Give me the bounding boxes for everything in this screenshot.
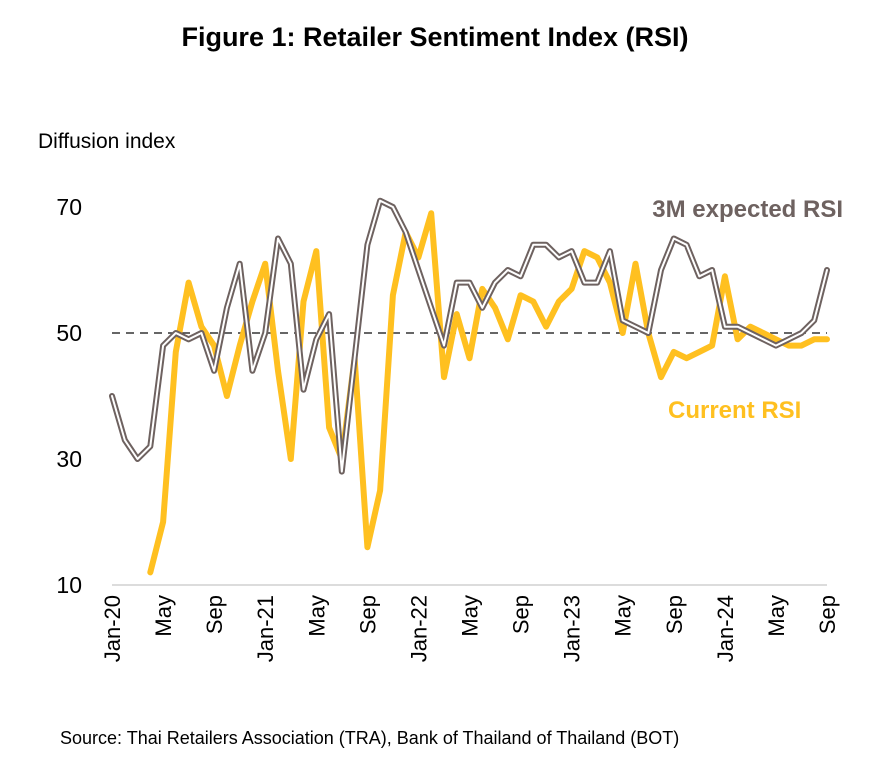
x-tick-label: Sep [815,595,840,634]
x-tick-label: Jan-23 [560,595,585,662]
x-tick-label: Sep [509,595,534,634]
y-tick-label: 30 [56,446,82,472]
x-tick-label: Sep [355,595,380,634]
source-note: Source: Thai Retailers Association (TRA)… [60,728,680,748]
x-tick-label: Jan-21 [253,595,278,662]
x-tick-label: Sep [202,595,227,634]
series-label-current: Current RSI [668,397,801,424]
y-tick-label: 70 [56,194,82,220]
x-tick-label: Jan-22 [406,595,431,662]
series-line-expected-rsi [109,197,830,475]
series-layer [109,197,830,576]
x-tick-label: May [458,595,483,637]
line-chart: 10 30 50 70 Jan-20 May Sep Jan-21 May Sep Jan-22 M… [56,194,843,662]
series-line-expected-rsi-core [111,199,828,473]
series-line-current-rsi [147,210,830,576]
x-tick-label: May [151,595,176,637]
y-axis-label: Diffusion index [38,130,176,153]
series-label-expected: 3M expected RSI [652,196,843,223]
x-tick-label: Jan-24 [713,595,738,662]
y-axis-ticks: 10 30 50 70 [56,194,82,598]
chart-title: Figure 1: Retailer Sentiment Index (RSI) [181,22,689,52]
x-tick-label: May [611,595,636,637]
y-tick-label: 10 [56,572,82,598]
x-tick-label: May [304,595,329,637]
x-tick-label: Sep [662,595,687,634]
x-tick-label: Jan-20 [100,595,125,662]
y-tick-label: 50 [56,320,82,346]
x-axis-ticks: Jan-20 May Sep Jan-21 May Sep Jan-22 May Sep Jan-… [100,595,840,662]
x-tick-label: May [764,595,789,637]
